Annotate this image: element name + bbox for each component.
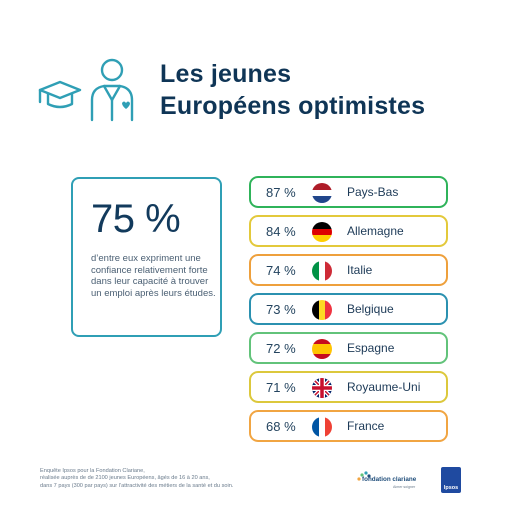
country-row-italie: 74 % Italie bbox=[249, 254, 448, 286]
ipsos-logo: Ipsos bbox=[441, 467, 461, 493]
country-name: Espagne bbox=[347, 341, 395, 355]
country-row-france: 68 % France bbox=[249, 410, 448, 442]
country-percentage: 73 % bbox=[266, 301, 296, 317]
clariane-tagline: Aimer soigner bbox=[393, 485, 416, 489]
source-footnote: Enquête Ipsos pour la Fondation Clariane… bbox=[40, 468, 340, 490]
netherlands-flag-icon bbox=[312, 183, 332, 203]
footnote-line-1: Enquête Ipsos pour la Fondation Clariane… bbox=[40, 468, 145, 474]
country-name: Pays-Bas bbox=[347, 185, 399, 199]
belgium-flag-icon bbox=[312, 300, 332, 320]
country-name: France bbox=[347, 419, 385, 433]
country-row-royaume-uni: 71 % Royaume-Uni bbox=[249, 371, 448, 403]
title-line-2: Européens optimistes bbox=[160, 92, 426, 120]
stat-description: d’entre eux expriment une confiance rela… bbox=[91, 253, 216, 299]
country-name: Allemagne bbox=[347, 224, 404, 238]
spain-flag-icon bbox=[312, 339, 332, 359]
country-row-espagne: 72 % Espagne bbox=[249, 332, 448, 364]
fondation-clariane-logo: fondation clariane Aimer soigner bbox=[356, 470, 426, 494]
france-flag-icon bbox=[312, 417, 332, 437]
stat-value: 75 % bbox=[91, 197, 181, 241]
title-line-1: Les jeunes bbox=[160, 60, 292, 88]
country-row-belgique: 73 % Belgique bbox=[249, 293, 448, 325]
graduate-icon bbox=[38, 58, 134, 122]
country-percentage: 72 % bbox=[266, 340, 296, 356]
clariane-dots-icon bbox=[357, 471, 371, 481]
country-list: 87 % Pays-Bas 84 % Allemagne 74 % Italie… bbox=[249, 176, 448, 449]
country-percentage: 74 % bbox=[266, 262, 296, 278]
country-percentage: 68 % bbox=[266, 418, 296, 434]
country-name: Belgique bbox=[347, 302, 394, 316]
page-title: Les jeunes Européens optimistes bbox=[160, 58, 425, 122]
country-row-pays-bas: 87 % Pays-Bas bbox=[249, 176, 448, 208]
country-percentage: 87 % bbox=[266, 184, 296, 200]
clariane-brand-text: fondation clariane bbox=[362, 476, 417, 483]
country-name: Royaume-Uni bbox=[347, 380, 421, 394]
ipsos-text: Ipsos bbox=[443, 485, 459, 491]
italy-flag-icon bbox=[312, 261, 332, 281]
country-percentage: 84 % bbox=[266, 223, 296, 239]
country-percentage: 71 % bbox=[266, 379, 296, 395]
footnote-line-3: dans 7 pays (300 par pays) sur l’attract… bbox=[40, 482, 234, 489]
germany-flag-icon bbox=[312, 222, 332, 242]
stat-card: 75 % d’entre eux expriment une confiance… bbox=[71, 177, 222, 337]
country-row-allemagne: 84 % Allemagne bbox=[249, 215, 448, 247]
footnote-line-2: réalisée auprès de de 2100 jeunes Europé… bbox=[40, 475, 210, 482]
uk-flag-icon bbox=[312, 378, 332, 398]
country-name: Italie bbox=[347, 263, 373, 277]
